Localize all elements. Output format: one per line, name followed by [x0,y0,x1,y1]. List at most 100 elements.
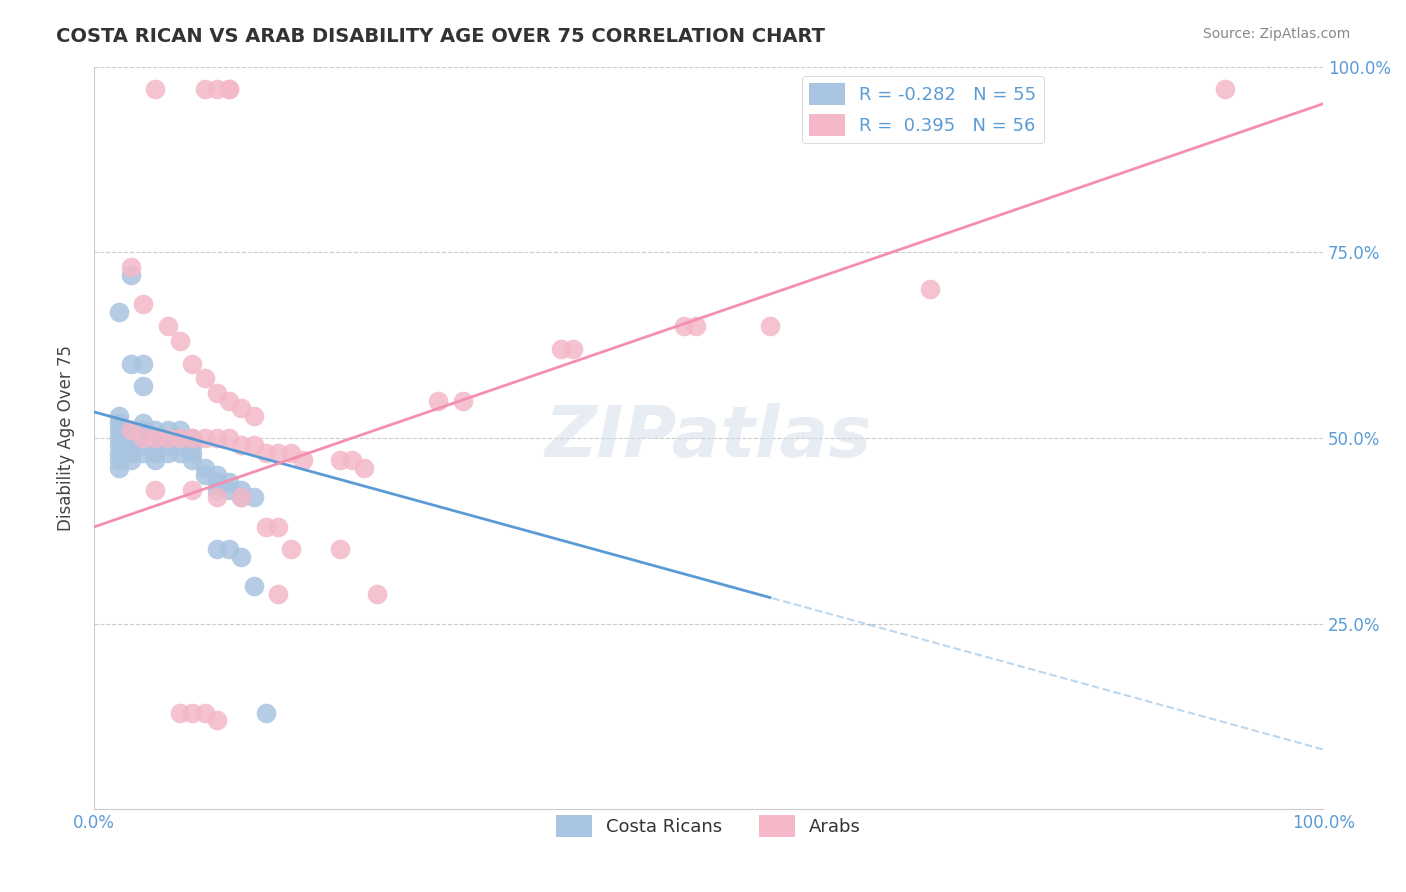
Point [145,431,167,445]
Point [329,453,352,467]
Point [132,424,155,438]
Point [267,520,290,534]
Point [205,386,228,401]
Point [107,446,129,460]
Point [181,446,204,460]
Point [145,483,167,497]
Text: Source: ZipAtlas.com: Source: ZipAtlas.com [1202,27,1350,41]
Point [120,424,142,438]
Point [280,542,302,557]
Point [169,431,191,445]
Point [242,438,264,452]
Point [231,483,253,497]
Point [205,483,228,497]
Point [218,82,240,96]
Point [427,393,450,408]
Point [242,409,264,423]
Point [156,446,179,460]
Point [759,319,782,334]
Point [120,424,142,438]
Point [218,431,240,445]
Point [231,490,253,504]
Point [107,453,129,467]
Point [181,438,204,452]
Point [132,431,155,445]
Point [205,475,228,490]
Point [156,319,179,334]
Point [562,342,585,356]
Point [205,542,228,557]
Point [156,438,179,452]
Point [181,431,204,445]
Point [132,416,155,430]
Text: ZIPatlas: ZIPatlas [546,403,872,473]
Point [181,706,204,720]
Point [181,453,204,467]
Point [145,82,167,96]
Point [231,401,253,416]
Point [218,82,240,96]
Point [242,490,264,504]
Point [120,357,142,371]
Point [451,393,474,408]
Point [120,453,142,467]
Point [169,431,191,445]
Point [193,371,215,385]
Point [156,431,179,445]
Point [145,446,167,460]
Y-axis label: Disability Age Over 75: Disability Age Over 75 [58,345,75,531]
Point [267,446,290,460]
Point [132,297,155,311]
Point [267,587,290,601]
Point [132,379,155,393]
Point [231,490,253,504]
Point [169,706,191,720]
Point [181,483,204,497]
Point [218,475,240,490]
Point [205,713,228,727]
Point [169,438,191,452]
Point [231,438,253,452]
Point [145,453,167,467]
Point [156,431,179,445]
Point [132,431,155,445]
Point [107,409,129,423]
Point [181,431,204,445]
Point [254,520,277,534]
Point [280,446,302,460]
Point [205,468,228,483]
Point [107,304,129,318]
Point [291,453,314,467]
Point [145,424,167,438]
Point [181,357,204,371]
Point [193,431,215,445]
Point [205,431,228,445]
Point [193,82,215,96]
Point [193,468,215,483]
Point [120,260,142,274]
Point [550,342,572,356]
Point [218,542,240,557]
Point [254,706,277,720]
Point [107,460,129,475]
Point [169,446,191,460]
Point [205,490,228,504]
Point [107,438,129,452]
Point [120,268,142,282]
Point [145,438,167,452]
Point [353,460,375,475]
Point [366,587,388,601]
Point [107,416,129,430]
Point [120,438,142,452]
Point [672,319,695,334]
Point [218,483,240,497]
Point [340,453,363,467]
Text: COSTA RICAN VS ARAB DISABILITY AGE OVER 75 CORRELATION CHART: COSTA RICAN VS ARAB DISABILITY AGE OVER … [56,27,825,45]
Point [156,424,179,438]
Point [254,446,277,460]
Point [107,424,129,438]
Point [132,357,155,371]
Point [193,460,215,475]
Point [685,319,707,334]
Point [242,579,264,593]
